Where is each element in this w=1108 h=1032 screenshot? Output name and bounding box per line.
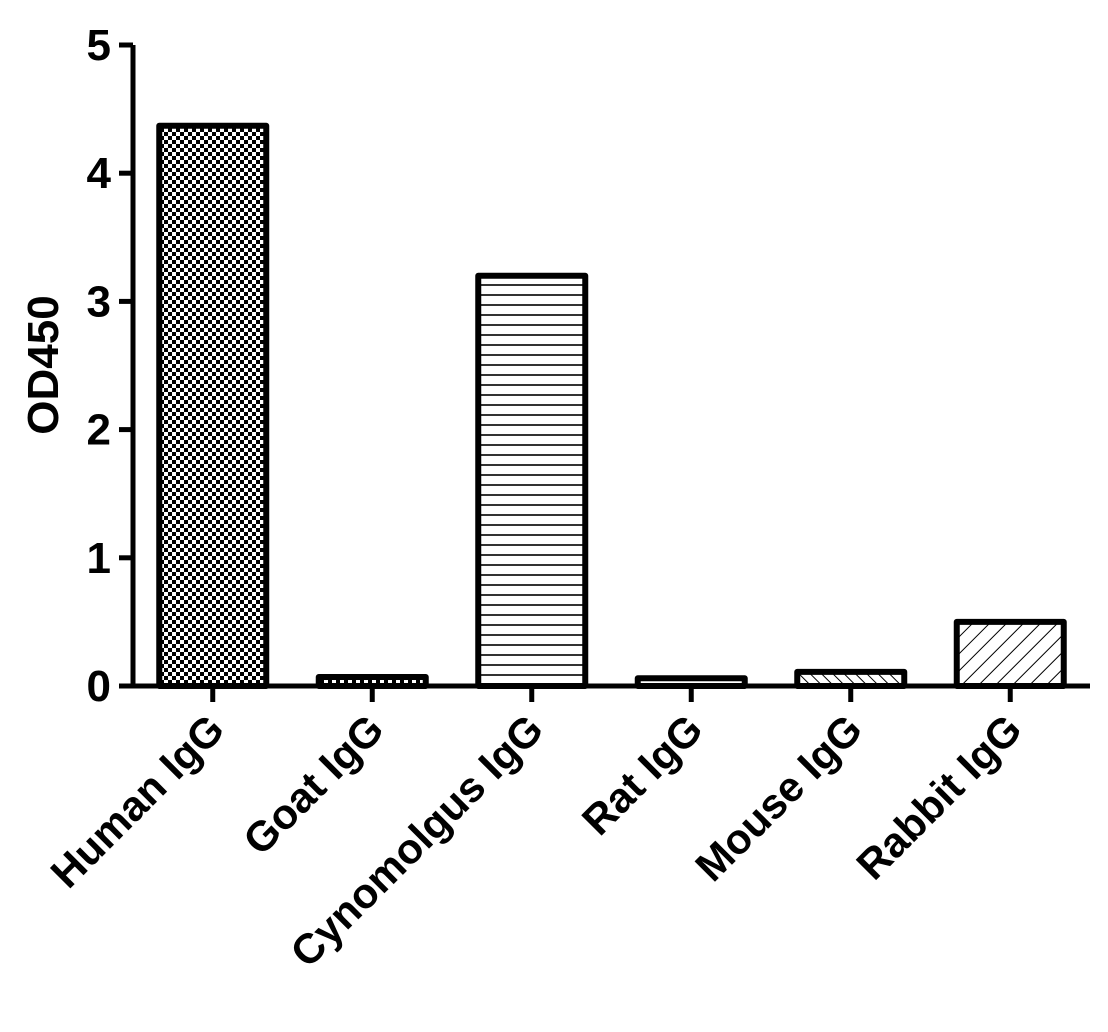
y-axis-title: OD450 — [19, 295, 68, 434]
y-axis: 0 1 2 3 4 5 — [87, 21, 136, 711]
bar-rabbit-igg — [953, 618, 1067, 690]
x-tick-label: Rabbit IgG — [847, 705, 1030, 888]
y-tick-label: 5 — [87, 21, 111, 70]
y-tick-label: 0 — [87, 662, 111, 711]
bars — [156, 122, 1067, 690]
x-tick-label: Rat IgG — [573, 705, 712, 844]
bar-cynomolgus-igg — [475, 272, 589, 689]
y-tick-label: 2 — [87, 406, 111, 455]
x-tick-label: Goat IgG — [234, 705, 393, 864]
x-tick-label: Mouse IgG — [686, 705, 871, 890]
y-tick-label: 4 — [87, 149, 112, 198]
y-tick-label: 1 — [87, 534, 111, 583]
y-tick-label: 3 — [87, 277, 111, 326]
bar-human-igg — [156, 122, 270, 690]
x-tick-label: Human IgG — [41, 705, 233, 897]
